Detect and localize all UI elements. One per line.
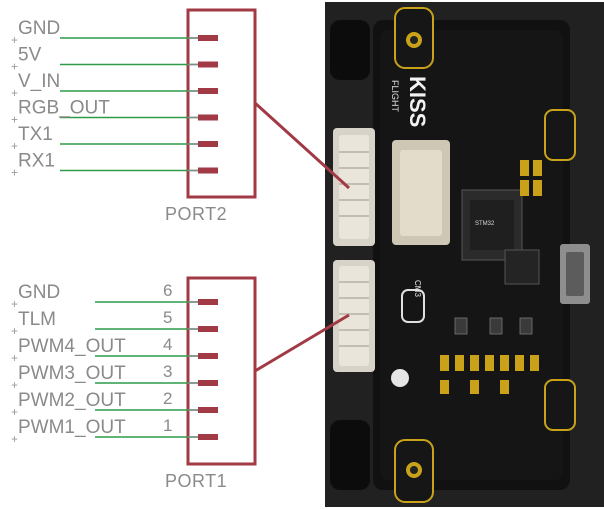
brand-logo: KISS xyxy=(405,76,430,127)
pin-marker xyxy=(198,434,218,440)
pin-origin-mark: + xyxy=(11,378,18,392)
pin-label: PWM1_OUT xyxy=(18,417,126,438)
svg-text:STM32: STM32 xyxy=(475,221,495,227)
port1-schematic: +GND 6+TLM 5+PWM4_OUT 4+PWM3_OUT 3+PWM2_OUT 2… xyxy=(11,276,257,491)
pin-row: +PWM3_OUT 3 xyxy=(11,362,218,392)
pin-row: +RGB_OUT xyxy=(11,98,218,127)
pin-row: +5V xyxy=(11,45,218,74)
pin-label: GND xyxy=(18,18,60,39)
pin-origin-mark: + xyxy=(11,405,18,419)
pin-marker xyxy=(198,326,218,332)
pin-label: PWM4_OUT xyxy=(18,336,126,357)
port1-callout xyxy=(254,313,350,373)
connector-port2 xyxy=(333,128,375,246)
pin-row: +GND 6 xyxy=(11,281,218,311)
pin-marker xyxy=(198,353,218,359)
pin-row: +TLM 5 xyxy=(11,308,218,338)
mcu-chip: STM32 xyxy=(461,189,523,261)
pin-row: +TX1 xyxy=(11,124,218,153)
pin-origin-mark: + xyxy=(11,324,18,338)
pin-row: +PWM4_OUT 4 xyxy=(11,335,218,365)
pin-row: +GND xyxy=(11,18,218,47)
pin-marker xyxy=(198,141,218,147)
pin-number: 3 xyxy=(163,362,172,381)
pin-label: TX1 xyxy=(18,124,53,145)
pin-origin-mark: + xyxy=(11,113,18,127)
pin-row: +PWM1_OUT 1 xyxy=(11,416,218,446)
board-photo: KISS FLIGHT xyxy=(325,2,604,507)
port1-pins: +GND 6+TLM 5+PWM4_OUT 4+PWM3_OUT 3+PWM2_OUT 2… xyxy=(11,281,218,446)
pin-origin-mark: + xyxy=(11,33,18,47)
brand-subtitle: FLIGHT xyxy=(390,80,400,113)
pin-label: RGB_OUT xyxy=(18,98,110,119)
pin-origin-mark: + xyxy=(11,432,18,446)
port2-callout xyxy=(253,101,351,190)
callout-lines xyxy=(253,101,351,373)
pin-marker xyxy=(198,407,218,413)
pin-marker xyxy=(198,167,218,174)
pin-origin-mark: + xyxy=(11,351,18,365)
solder-pads xyxy=(440,160,542,394)
pin-marker xyxy=(198,299,218,305)
pin-marker xyxy=(198,61,218,68)
pin-row: +RX1 xyxy=(11,151,218,180)
pin-label: GND xyxy=(18,282,60,303)
port2-pins: +GND+5V+V_IN+RGB_OUT+TX1+RX1 xyxy=(11,18,218,180)
pin-label: V_IN xyxy=(18,71,60,92)
pin-marker xyxy=(198,114,218,121)
pin-number: 1 xyxy=(163,416,172,435)
pin-marker xyxy=(198,88,218,94)
pin-origin-mark: + xyxy=(11,60,18,74)
pin-origin-mark: + xyxy=(11,166,18,180)
pin-origin-mark: + xyxy=(11,297,18,311)
pin-number: 4 xyxy=(163,335,172,354)
pin-label: PWM3_OUT xyxy=(18,363,126,384)
pin-marker xyxy=(198,380,218,386)
pin-origin-mark: + xyxy=(11,86,18,100)
pin-label: 5V xyxy=(18,45,42,66)
pin-label: RX1 xyxy=(18,151,55,172)
connector-port1 xyxy=(333,260,375,372)
pin-label: PWM2_OUT xyxy=(18,390,126,411)
port2-title: PORT2 xyxy=(165,204,227,224)
pin-row: +V_IN xyxy=(11,71,218,100)
pin-row: +PWM2_OUT 2 xyxy=(11,389,218,419)
button xyxy=(391,369,409,387)
pin-label: TLM xyxy=(18,309,56,330)
chip-silk-label: CM3 xyxy=(413,280,422,297)
pin-number: 2 xyxy=(163,389,172,408)
port2-schematic: +GND+5V+V_IN+RGB_OUT+TX1+RX1 PORT2 xyxy=(11,8,257,224)
port1-title: PORT1 xyxy=(165,471,227,491)
pin-number: 6 xyxy=(163,281,172,300)
pin-marker xyxy=(198,35,218,41)
pcb: KISS FLIGHT xyxy=(333,7,590,503)
pin-origin-mark: + xyxy=(11,139,18,153)
pin-number: 5 xyxy=(163,308,172,327)
